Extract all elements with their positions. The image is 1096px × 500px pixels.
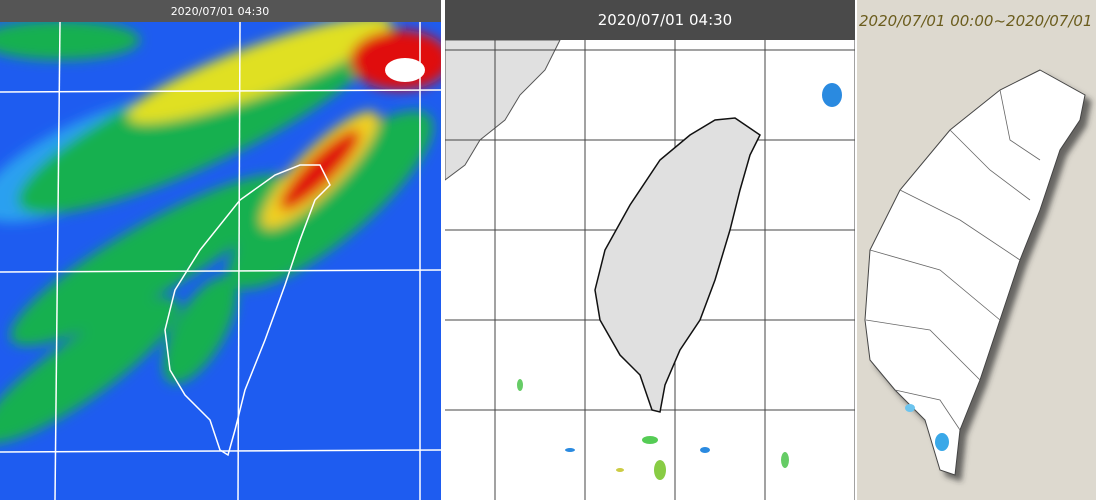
timestamp: 2020/07/01 04:30: [171, 5, 270, 18]
timestamp: 2020/07/01 00:00~2020/07/01 04:30: [859, 12, 1096, 30]
graticule: [445, 40, 855, 500]
taiwan: [864, 69, 1086, 476]
taiwan: [594, 117, 761, 413]
echoes: [517, 83, 842, 480]
graticule: [0, 21, 441, 500]
cloud-top: [385, 58, 425, 82]
header-bar: [0, 0, 441, 22]
coastline: [164, 164, 331, 457]
rainfall-panel: 2020/07/01 00:00~2020/07/01 04:30: [857, 0, 1096, 500]
county-borders: [865, 89, 1041, 431]
radar-panel: 2020/07/01 04:30: [445, 0, 855, 500]
rain-spot: [935, 433, 949, 451]
satellite-panel: 2020/07/01 04:30: [0, 0, 441, 500]
timestamp: 2020/07/01 04:30: [598, 11, 732, 29]
rain-spot: [905, 404, 915, 412]
header-bar: [445, 0, 855, 40]
